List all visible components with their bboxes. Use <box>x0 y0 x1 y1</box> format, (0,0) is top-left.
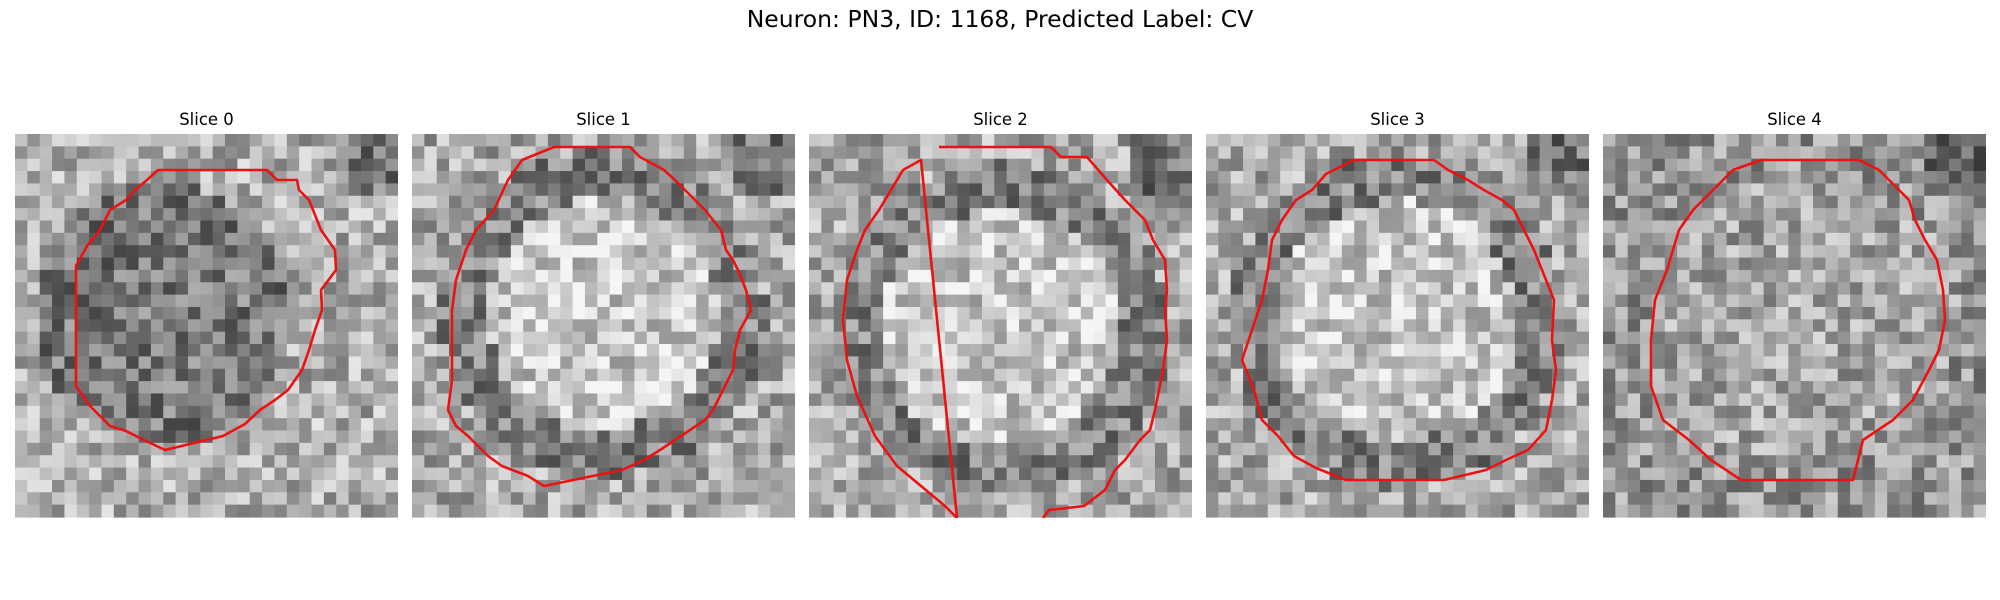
grayscale-microscopy-patch <box>809 134 1192 518</box>
slice-panel-3: Slice 3 <box>1206 110 1589 518</box>
neuron-contour-outline <box>1240 158 1558 482</box>
grayscale-microscopy-patch <box>1603 134 1986 518</box>
slice-title-2: Slice 2 <box>973 110 1028 129</box>
slice-panel-1: Slice 1 <box>412 110 795 518</box>
grayscale-microscopy-patch <box>15 134 398 518</box>
grayscale-microscopy-patch <box>412 134 795 518</box>
slice-image-2 <box>809 134 1192 518</box>
slice-title-1: Slice 1 <box>576 110 631 129</box>
slice-image-0 <box>15 134 398 518</box>
grayscale-microscopy-patch <box>1206 134 1589 518</box>
slice-title-0: Slice 0 <box>179 110 234 129</box>
slice-title-4: Slice 4 <box>1767 110 1822 129</box>
neuron-contour-outline <box>74 168 338 452</box>
slice-panel-2: Slice 2 <box>809 110 1192 518</box>
slice-panel-0: Slice 0 <box>15 110 398 518</box>
neuron-contour-outline <box>1649 158 1947 482</box>
slice-panel-4: Slice 4 <box>1603 110 1986 518</box>
slice-title-3: Slice 3 <box>1370 110 1425 129</box>
slice-image-1 <box>412 134 795 518</box>
neuron-contour-outline <box>446 145 753 488</box>
figure-title: Neuron: PN3, ID: 1168, Predicted Label: … <box>746 5 1254 33</box>
neuron-contour-outline <box>841 145 1169 518</box>
slice-image-4 <box>1603 134 1986 518</box>
slice-image-3 <box>1206 134 1589 518</box>
